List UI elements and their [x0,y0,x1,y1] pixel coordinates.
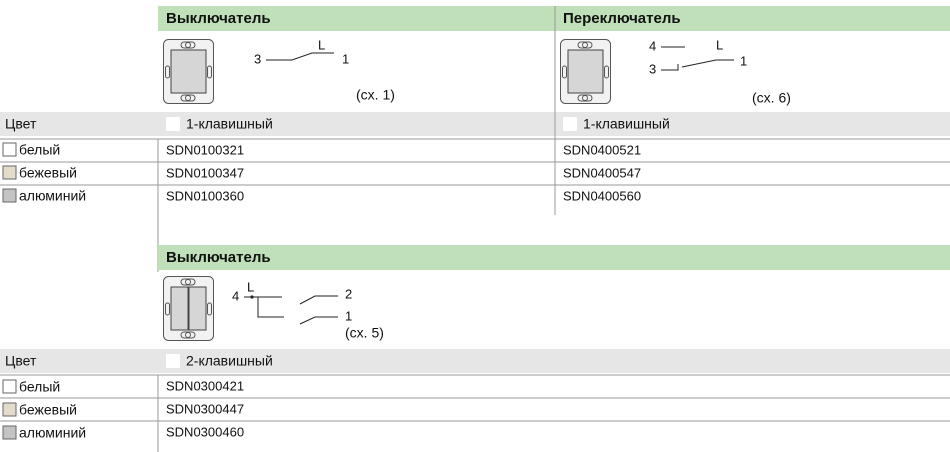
color-swatch [2,188,17,203]
color-header: Цвет [5,116,37,132]
color-name: белый [19,142,60,158]
article-code: SDN0100347 [166,165,244,180]
product-title: Переключатель [563,10,681,27]
scheme-label: L [716,37,723,52]
switch-icon [163,276,214,341]
scheme-label: 3 [649,61,656,76]
swatch [166,117,180,131]
color-header: Цвет [5,353,37,369]
color-name: алюминий [19,188,86,204]
header-band [158,6,950,31]
article-code: SDN0300460 [166,424,244,439]
color-swatch [2,165,17,180]
scheme-label: 3 [254,51,261,66]
swatch [563,117,577,131]
scheme-label: L [318,37,325,52]
scheme-label: 4 [649,38,656,53]
scheme-wire [266,52,334,61]
scheme-label: 1 [342,51,349,66]
color-swatch [2,142,17,157]
variant: 1-клавишный [583,116,670,132]
article-code: SDN0300447 [166,401,244,416]
scheme-ref: (сх. 5) [345,325,384,341]
color-name: бежевый [19,165,77,181]
color-name: алюминий [19,425,86,441]
color-header-band [0,112,950,136]
article-code: SDN0400560 [563,188,641,203]
product-title: Выключатель [166,10,271,27]
color-name: белый [19,379,60,395]
variant: 1-клавишный [186,116,273,132]
scheme-ref: (сх. 1) [356,87,395,103]
article-code: SDN0100360 [166,188,244,203]
color-name: бежевый [19,402,77,418]
switch-icon [560,39,611,104]
scheme-wire [661,46,734,71]
article-code: SDN0300421 [166,378,244,393]
color-swatch [2,425,17,440]
variant: 2-клавишный [186,353,273,369]
product-title: Выключатель [166,249,271,266]
article-code: SDN0400547 [563,165,641,180]
scheme-label: 2 [345,286,352,301]
header-band [158,245,950,270]
color-swatch [2,402,17,417]
swatch [166,354,180,368]
scheme-label: 1 [740,53,747,68]
color-swatch [2,379,17,394]
scheme-label: L [247,279,254,294]
article-code: SDN0100321 [166,142,244,157]
scheme-label: 4 [232,288,239,303]
scheme-ref: (сх. 6) [752,90,791,106]
switch-icon [163,39,214,104]
article-code: SDN0400521 [563,142,641,157]
scheme-wire [244,295,338,325]
scheme-label: 1 [345,308,352,323]
color-header-band [0,349,950,373]
